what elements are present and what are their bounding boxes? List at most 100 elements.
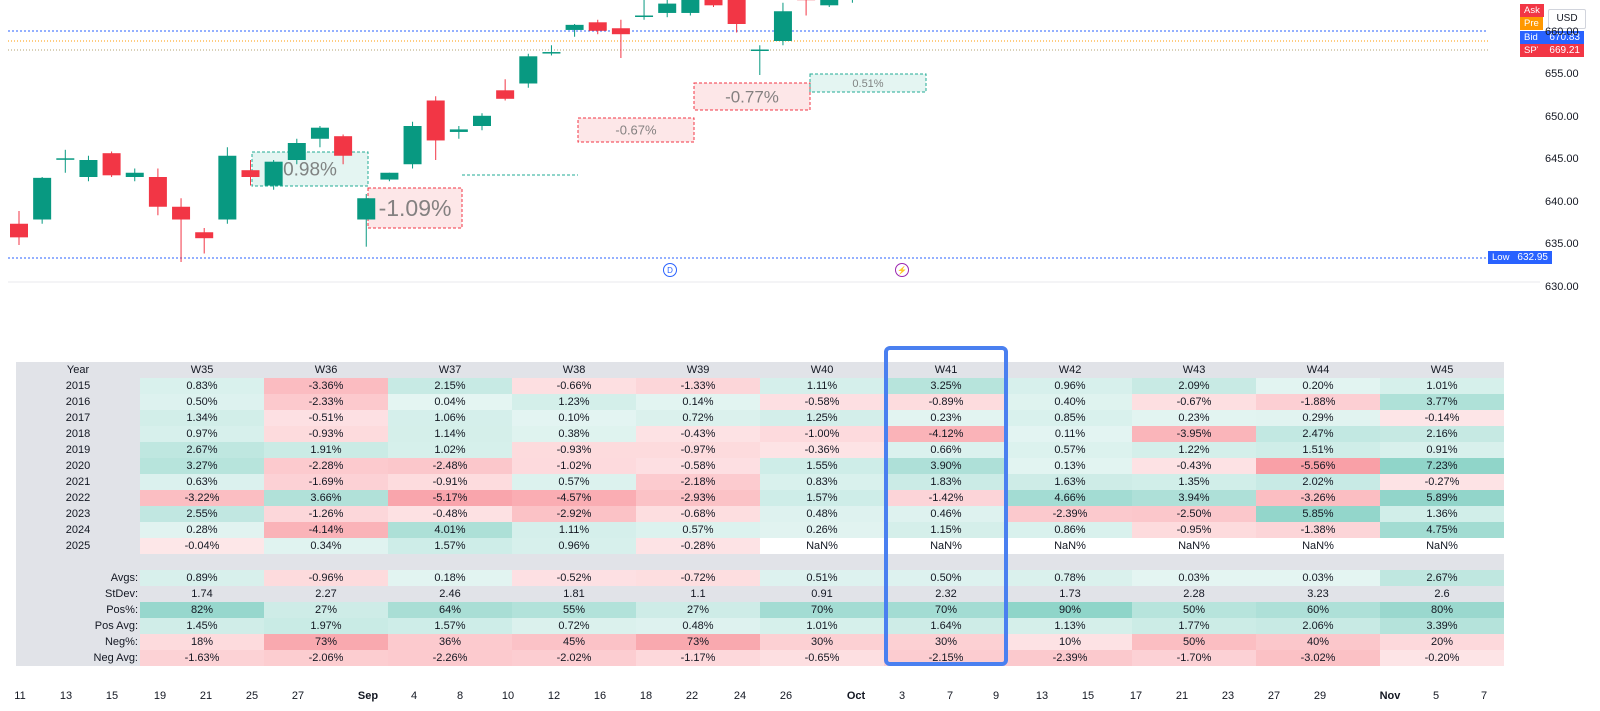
candle[interactable] xyxy=(287,138,306,165)
stat-cell: 64% xyxy=(388,602,512,618)
earnings-badge[interactable]: ⚡ xyxy=(895,263,909,277)
time-tick: 21 xyxy=(199,690,213,702)
candle[interactable] xyxy=(565,24,584,37)
separator-cell xyxy=(760,554,884,570)
candle[interactable] xyxy=(172,198,191,262)
candle[interactable] xyxy=(195,228,214,254)
candle[interactable] xyxy=(357,194,376,247)
week-change-box[interactable] xyxy=(693,82,811,111)
candle[interactable] xyxy=(264,160,283,190)
return-cell: -0.36% xyxy=(760,442,884,458)
return-cell: 0.38% xyxy=(512,426,636,442)
dividend-badge[interactable]: D xyxy=(663,263,677,277)
candle[interactable] xyxy=(797,0,816,16)
return-cell: 0.26% xyxy=(760,522,884,538)
candle[interactable] xyxy=(588,19,607,35)
candle[interactable] xyxy=(449,126,468,139)
candle[interactable] xyxy=(102,151,121,178)
return-cell: 2.55% xyxy=(140,506,264,522)
stat-cell: 2.46 xyxy=(388,586,512,602)
stat-label: Avgs: xyxy=(16,570,140,586)
week-change-label: 0.98% xyxy=(283,160,337,181)
return-cell: 0.11% xyxy=(1008,426,1132,442)
candle[interactable] xyxy=(148,168,167,216)
candle[interactable] xyxy=(843,0,861,3)
return-cell: 0.72% xyxy=(636,410,760,426)
price-tick: 640.00 xyxy=(1545,195,1579,208)
separator-cell xyxy=(388,554,512,570)
time-tick: 15 xyxy=(105,690,119,702)
stat-cell: -2.39% xyxy=(1008,650,1132,666)
stat-cell: 73% xyxy=(264,634,388,650)
candle[interactable] xyxy=(33,177,52,224)
return-cell: 0.40% xyxy=(1008,394,1132,410)
ask-label: Ask xyxy=(1520,4,1544,17)
candle[interactable] xyxy=(426,96,445,160)
stat-cell: 2.27 xyxy=(264,586,388,602)
currency-button[interactable]: USD xyxy=(1548,9,1586,29)
time-tick: 12 xyxy=(547,690,561,702)
candle[interactable] xyxy=(519,53,538,88)
year-cell: 2020 xyxy=(16,458,140,474)
week-change-box[interactable] xyxy=(367,187,463,229)
return-cell: -4.57% xyxy=(512,490,636,506)
stat-cell: 1.81 xyxy=(512,586,636,602)
candle[interactable] xyxy=(56,149,75,173)
stat-cell: 50% xyxy=(1132,634,1256,650)
candle[interactable] xyxy=(611,19,630,58)
candle[interactable] xyxy=(10,211,28,245)
return-cell: -0.48% xyxy=(388,506,512,522)
candle[interactable] xyxy=(310,126,329,148)
candle[interactable] xyxy=(125,168,144,182)
candle-body xyxy=(33,177,52,220)
candle[interactable] xyxy=(773,2,792,46)
return-cell: -3.22% xyxy=(140,490,264,506)
candle-body xyxy=(773,11,792,41)
candle[interactable] xyxy=(403,121,422,169)
candle[interactable] xyxy=(496,79,515,101)
return-cell: 0.66% xyxy=(884,442,1008,458)
time-tick: 27 xyxy=(1267,690,1281,702)
return-cell: 0.83% xyxy=(760,474,884,490)
stat-cell: -2.06% xyxy=(264,650,388,666)
stat-cell: 36% xyxy=(388,634,512,650)
separator-cell xyxy=(264,554,388,570)
table-row: 2020 3.27% -2.28% -2.48% -1.02% -0.58% 1.55% 3.… xyxy=(16,458,1504,474)
candle[interactable] xyxy=(542,45,561,56)
return-cell: 3.27% xyxy=(140,458,264,474)
return-cell: -0.28% xyxy=(636,538,760,554)
stat-cell: -2.26% xyxy=(388,650,512,666)
table-row: 2016 0.50% -2.33% 0.04% 1.23% 0.14% -0.58% -0.8… xyxy=(16,394,1504,410)
time-tick: 3 xyxy=(898,690,906,702)
return-cell: 0.34% xyxy=(264,538,388,554)
candle[interactable] xyxy=(704,0,723,7)
candle[interactable] xyxy=(658,0,677,18)
candle[interactable] xyxy=(218,147,237,224)
candle[interactable] xyxy=(681,0,700,16)
candle[interactable] xyxy=(380,172,399,182)
candle[interactable] xyxy=(241,160,260,186)
candle[interactable] xyxy=(473,113,491,131)
candle[interactable] xyxy=(334,134,353,165)
candle-body xyxy=(426,100,445,141)
return-cell: -0.67% xyxy=(1132,394,1256,410)
candle-body xyxy=(102,153,121,176)
week-change-box[interactable] xyxy=(809,73,927,93)
candle[interactable] xyxy=(635,0,654,20)
separator-cell xyxy=(884,554,1008,570)
return-cell: 1.63% xyxy=(1008,474,1132,490)
week-change-box[interactable] xyxy=(577,117,695,143)
return-cell: NaN% xyxy=(884,538,1008,554)
stat-cell: 0.72% xyxy=(512,618,636,634)
return-cell: -0.58% xyxy=(636,458,760,474)
price-tick: 635.00 xyxy=(1545,238,1579,250)
candle[interactable] xyxy=(750,45,769,75)
candle-body xyxy=(658,3,677,13)
candle[interactable] xyxy=(79,155,98,182)
candle[interactable] xyxy=(727,0,746,33)
week-header: W35 xyxy=(140,362,264,378)
candle[interactable] xyxy=(820,0,839,7)
stat-cell: -0.72% xyxy=(636,570,760,586)
week-header: W38 xyxy=(512,362,636,378)
